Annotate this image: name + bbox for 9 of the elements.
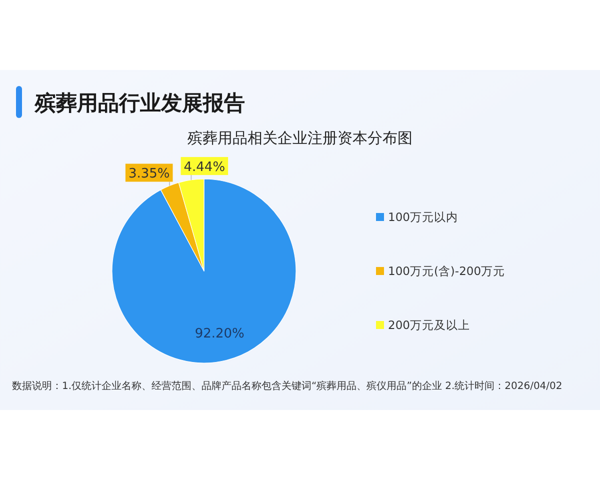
chart-subtitle: 殡葬用品相关企业注册资本分布图 [188, 129, 412, 147]
chart-title: 殡葬用品行业发展报告 [34, 91, 245, 115]
data-label: 4.44% [184, 160, 226, 176]
legend-label: 100万元(含)-200万元 [388, 264, 506, 278]
text: 数据说明：1.仅统计企业名称、经营范围、品牌产品名称包含关键词“殡葬用品、殡仪用品”的企业 2.统计时间：2026/04/02 [12, 380, 564, 393]
data-label: 3.35% [128, 166, 170, 182]
legend-label: 200万元及以上 [388, 318, 470, 332]
legend-label: 100万元以内 [388, 210, 458, 224]
data-label: 92.20% [194, 326, 244, 342]
